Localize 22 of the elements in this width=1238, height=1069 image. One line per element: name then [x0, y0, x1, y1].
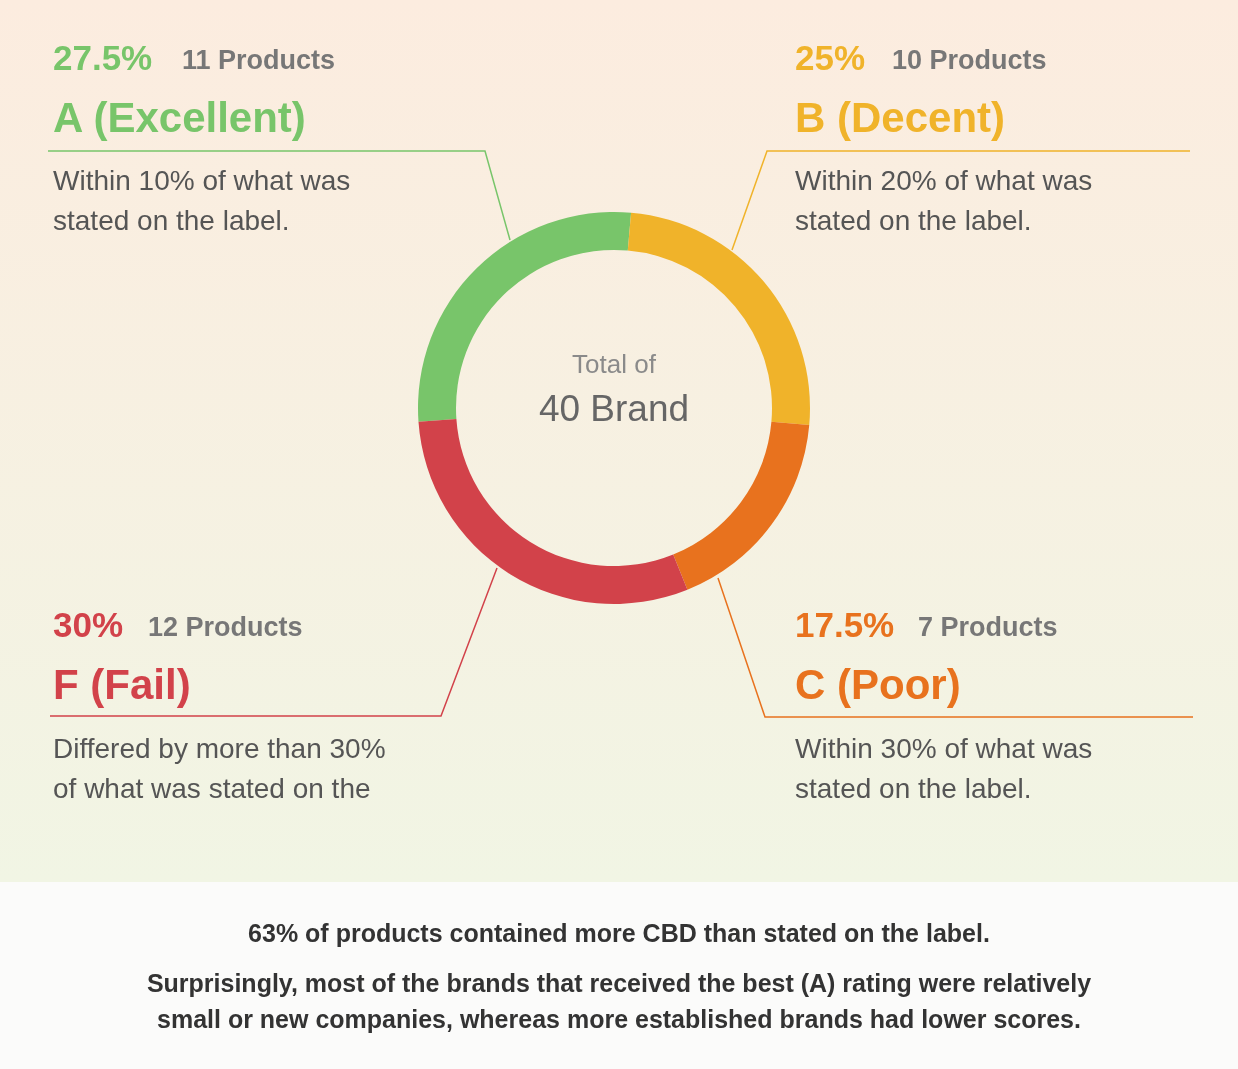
text: 63% of products contained more CBD than stated on the label. [248, 919, 990, 947]
donut-slice [673, 421, 810, 590]
text: Total of [572, 349, 657, 379]
data-label: 27.5% [53, 38, 153, 77]
slice-label: C (Poor) [795, 661, 961, 708]
data-label: 30% [53, 605, 124, 644]
text: Within 30% of what was stated on the label. [795, 733, 1093, 804]
text: 7 Products [918, 612, 1058, 642]
text: Surprisingly, most of the brands that received the best (A) rating were relatively small or new companies, whereas more established brands had lower scores. [146, 969, 1092, 1033]
text: Within 10% of what was stated on the label. [53, 165, 351, 236]
text: 12 Products [148, 612, 303, 642]
text: 40 Brand [538, 388, 690, 429]
slice-label: B (Decent) [795, 94, 1006, 141]
slice-label: F (Fail) [53, 661, 191, 708]
text: Differed by more than 30% of what was stated on the [53, 733, 386, 804]
data-label: 17.5% [795, 605, 895, 644]
data-label: 25% [795, 38, 866, 77]
donut-slice [418, 419, 688, 604]
text: 11 Products [182, 45, 336, 75]
text: 10 Products [892, 45, 1047, 75]
text: Within 20% of what was stated on the label. [795, 165, 1093, 236]
slice-label: A (Excellent) [53, 94, 306, 141]
